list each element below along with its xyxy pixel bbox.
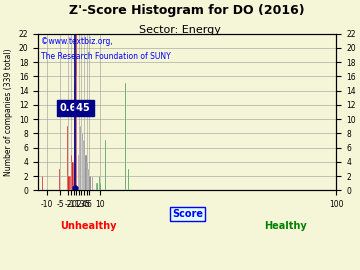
- Bar: [88, 169, 89, 190]
- Text: Score: Score: [172, 209, 203, 219]
- Bar: [77, 98, 78, 190]
- Bar: [78, 155, 80, 190]
- Bar: [89, 176, 91, 190]
- Title: Z'-Score Histogram for DO (2016): Z'-Score Histogram for DO (2016): [69, 4, 305, 17]
- Text: The Research Foundation of SUNY: The Research Foundation of SUNY: [41, 52, 171, 61]
- Bar: [73, 140, 74, 190]
- Bar: [125, 83, 126, 190]
- Bar: [97, 183, 99, 190]
- Bar: [105, 140, 106, 190]
- Bar: [84, 140, 85, 190]
- Bar: [79, 126, 80, 190]
- Text: Unhealthy: Unhealthy: [60, 221, 117, 231]
- Bar: [70, 176, 71, 190]
- Text: Healthy: Healthy: [264, 221, 307, 231]
- Bar: [71, 155, 72, 190]
- Bar: [87, 162, 88, 190]
- Bar: [100, 183, 101, 190]
- Bar: [92, 176, 93, 190]
- Bar: [76, 33, 77, 190]
- Bar: [127, 169, 129, 190]
- Bar: [80, 126, 81, 190]
- Bar: [85, 155, 87, 190]
- Bar: [59, 169, 60, 190]
- Bar: [99, 176, 100, 190]
- Text: 0.645: 0.645: [60, 103, 91, 113]
- Bar: [96, 183, 97, 190]
- Y-axis label: Number of companies (339 total): Number of companies (339 total): [4, 48, 13, 176]
- Text: ©www.textbiz.org,: ©www.textbiz.org,: [41, 37, 113, 46]
- Bar: [74, 83, 75, 190]
- Bar: [81, 133, 83, 190]
- Text: Sector: Energy: Sector: Energy: [139, 25, 221, 35]
- Bar: [68, 176, 69, 190]
- Bar: [75, 62, 76, 190]
- Bar: [83, 140, 84, 190]
- Bar: [67, 126, 68, 190]
- Bar: [72, 162, 73, 190]
- Bar: [42, 176, 43, 190]
